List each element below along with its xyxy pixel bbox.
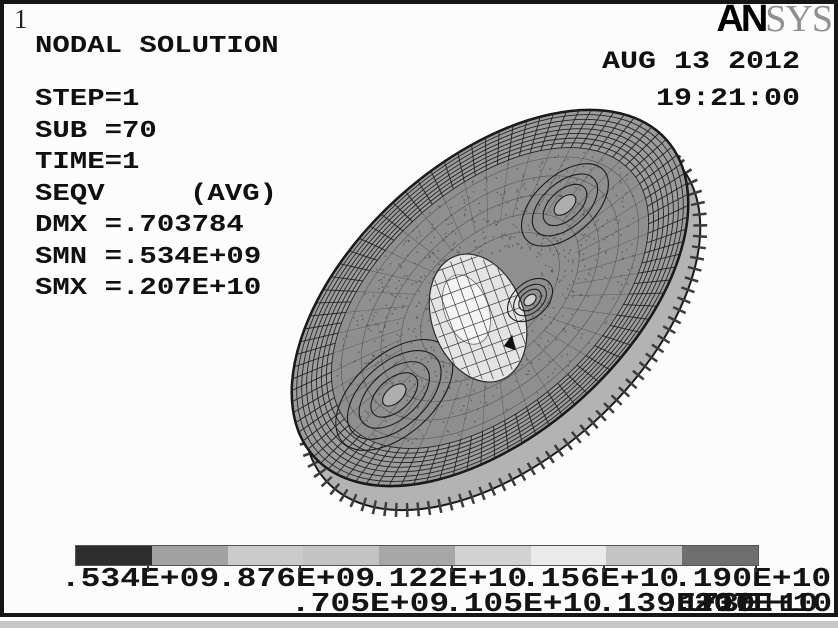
- ansys-logo-an: AN: [716, 0, 768, 40]
- disc-surface: [290, 108, 690, 488]
- step-value: STEP=1: [35, 85, 140, 113]
- datetime-block: AUG 13 2012 19:21:00: [602, 50, 800, 124]
- plot-number: 1: [14, 4, 28, 34]
- max-location-marker: [503, 334, 516, 351]
- smn-value: SMN =.534E+09: [35, 243, 262, 271]
- result-avg-label: (AVG): [190, 180, 278, 208]
- result-item-label: SEQV: [35, 180, 105, 208]
- contour-hotspot: [428, 253, 528, 383]
- time-value: TIME=1: [35, 148, 140, 176]
- smx-value: SMX =.207E+10: [35, 274, 262, 302]
- plot-date: AUG 13 2012: [601, 48, 800, 77]
- plot-time: 19:21:00: [655, 85, 800, 114]
- scan-edge-strip: [0, 621, 838, 628]
- ansys-logo: ANSYS: [716, 0, 833, 41]
- ansys-logo-sys: SYS: [765, 0, 833, 40]
- solution-title: NODAL SOLUTION: [35, 32, 279, 60]
- dmx-value: DMX =.703784: [35, 211, 244, 239]
- substep-value: SUB =70: [35, 117, 157, 145]
